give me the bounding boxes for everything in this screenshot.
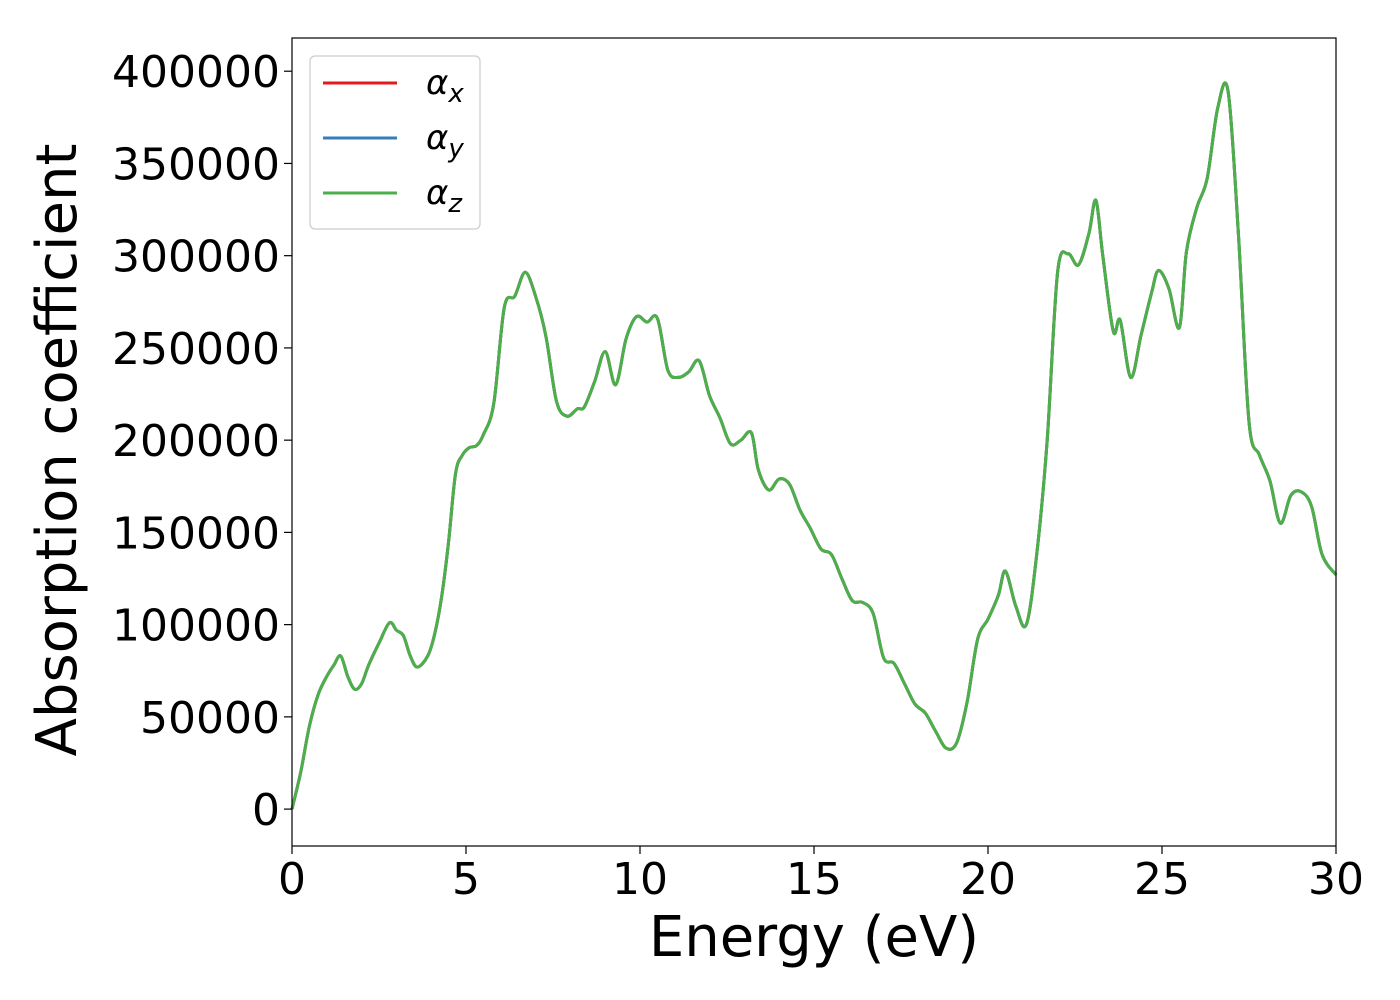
y-tick-label: 400000 [112,47,280,98]
y-axis-ticks: 0 50000 100000 150000 200000 250000 300000 3500… [112,47,292,836]
x-axis-title: Energy (eV) [649,905,979,970]
x-tick-label: 30 [1308,854,1364,905]
y-tick-label: 50000 [140,693,280,744]
x-tick-label: 5 [452,854,480,905]
y-tick-label: 100000 [112,601,280,652]
legend-box [309,55,481,230]
y-tick-label: 300000 [112,232,280,283]
y-tick-label: 150000 [112,508,280,559]
x-tick-label: 0 [278,854,306,905]
series-line-alpha-z [290,81,1338,810]
y-tick-label: 0 [252,785,280,836]
x-tick-label: 25 [1134,854,1190,905]
x-tick-label: 10 [612,854,668,905]
x-tick-label: 15 [786,854,842,905]
y-axis-title: Absorption coefficient [25,144,90,757]
x-tick-label: 20 [960,854,1016,905]
y-tick-label: 200000 [112,416,280,467]
plot-lines [290,81,1338,810]
y-tick-label: 250000 [112,324,280,375]
x-axis-ticks: 0 5 10 15 20 25 30 [278,846,1364,905]
y-tick-label: 350000 [112,139,280,190]
